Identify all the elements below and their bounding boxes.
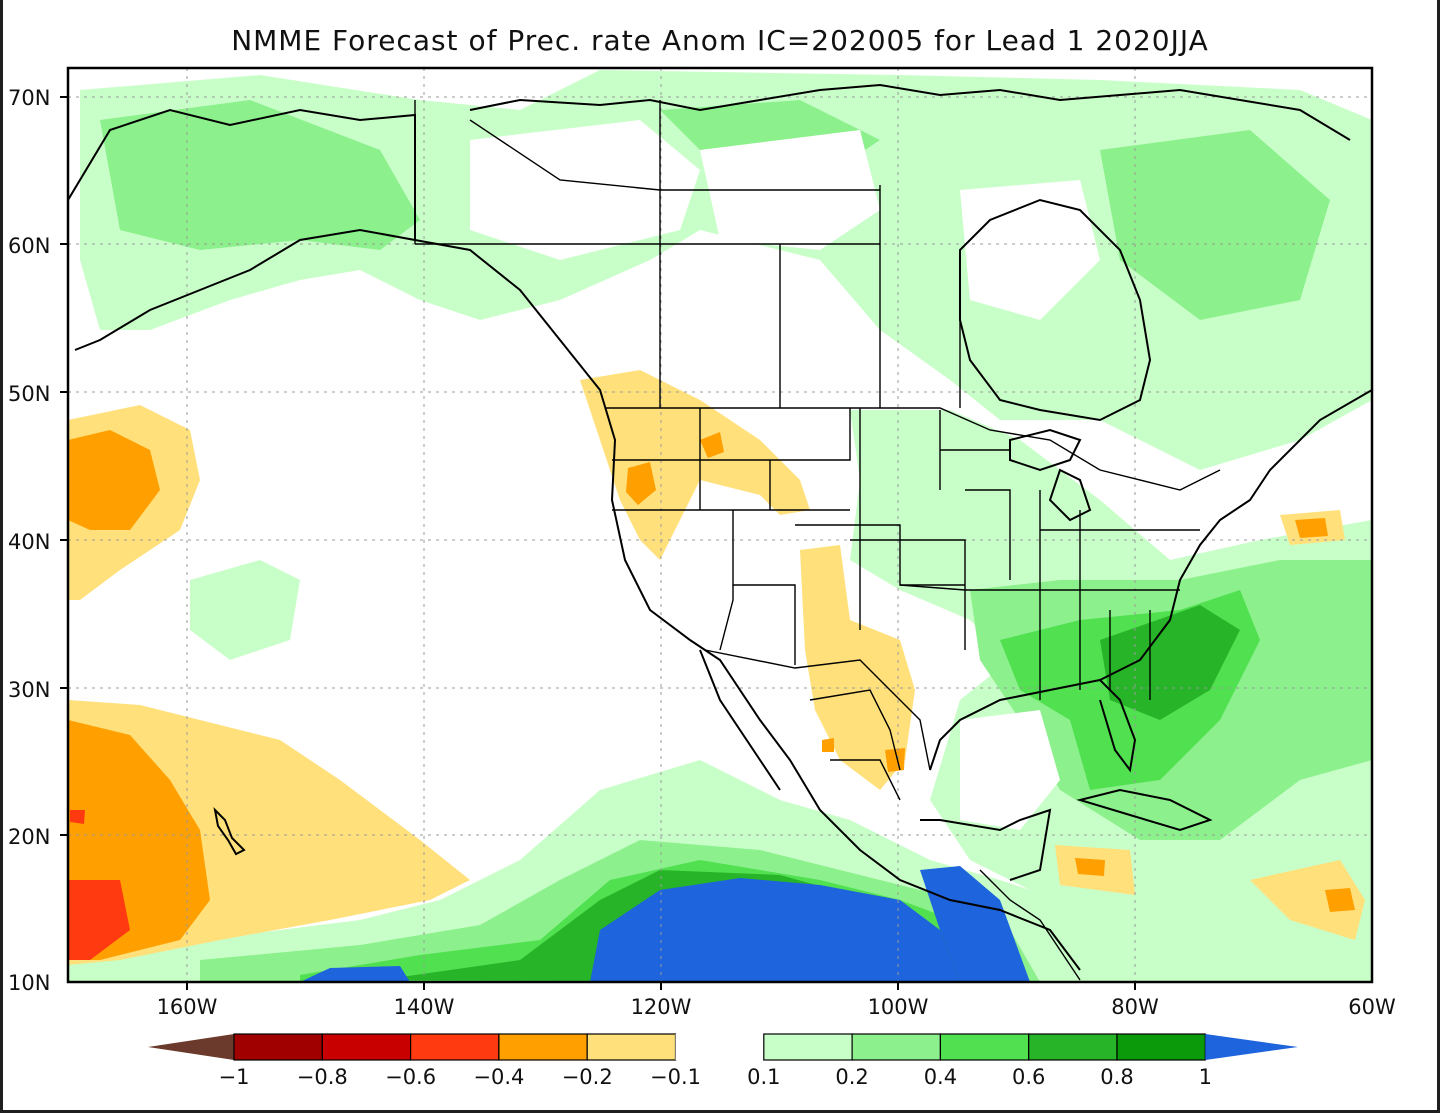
lat-label: 20N [8, 825, 50, 849]
lon-label: 140W [394, 995, 455, 1019]
very-wet-anomaly-pacific [590, 878, 960, 982]
colorbar-min-arrow [148, 1034, 234, 1060]
colorbar-label: −0.2 [562, 1065, 613, 1089]
colorbar-swatch [939, 1033, 1030, 1061]
colorbar-swatch [1028, 1033, 1118, 1061]
lat-label: 70N [8, 86, 50, 110]
colorbar-label: −0.8 [297, 1065, 348, 1089]
colorbar-label: 0.1 [747, 1065, 780, 1089]
lat-label: 40N [8, 530, 50, 554]
plot-frame [66, 66, 1374, 984]
wet-anomaly-alaska [80, 70, 1372, 470]
colorbar-swatch [321, 1033, 412, 1061]
colorbar-label: −0.4 [473, 1065, 524, 1089]
colorbar-label: 0.6 [1012, 1065, 1045, 1089]
colorbar-label: −0.1 [650, 1065, 701, 1089]
wet-anomaly-alaska-mod [100, 100, 420, 250]
latitude-labels: 70N 60N 50N 40N 30N 20N 10N [8, 86, 50, 995]
dry-anomaly-nw-us-mod [626, 462, 656, 505]
colorbar-swatch [763, 1033, 853, 1061]
dry-anomaly-mexico [800, 545, 915, 790]
colorbar-swatch [498, 1033, 588, 1061]
colorbar: −1 −0.8 −0.6 −0.4 −0.2 −0.1 0.1 0.2 0.4 0.6 0.8 1 [148, 1033, 1298, 1089]
anomaly-field [68, 68, 1372, 982]
lat-label: 60N [8, 234, 50, 258]
figure-title: NMME Forecast of Prec. rate Anom IC=2020… [231, 24, 1209, 57]
colorbar-label: 0.2 [835, 1065, 868, 1089]
lat-label: 10N [8, 971, 50, 995]
colorbar-swatch [675, 1034, 764, 1060]
colorbar-max-arrow [1205, 1034, 1298, 1060]
colorbar-label: −1 [219, 1065, 250, 1089]
colorbar-label: 1 [1199, 1065, 1212, 1089]
colorbar-label: 0.4 [924, 1065, 957, 1089]
lon-label: 120W [631, 995, 692, 1019]
lon-label: 160W [157, 995, 218, 1019]
colorbar-label: −0.6 [385, 1065, 436, 1089]
lat-label: 50N [8, 382, 50, 406]
wet-anomaly-southeast-stronger [1100, 605, 1240, 720]
colorbar-swatch [233, 1033, 323, 1061]
political-borders [414, 100, 1221, 981]
longitude-labels: 160W 140W 120W 100W 80W 60W [157, 995, 1396, 1019]
colorbar-label: 0.8 [1100, 1065, 1133, 1089]
wet-anomaly-quebec-mod [1100, 130, 1330, 320]
lon-label: 60W [1348, 995, 1396, 1019]
colorbar-swatch [851, 1033, 941, 1061]
colorbar-swatch [410, 1033, 500, 1061]
dry-anomaly-nw-us [580, 370, 810, 560]
colorbar-swatch [586, 1033, 677, 1061]
lat-label: 30N [8, 678, 50, 702]
lon-label: 100W [868, 995, 929, 1019]
colorbar-swatch [1116, 1033, 1206, 1061]
lon-label: 80W [1111, 995, 1159, 1019]
axis-ticks [60, 96, 1136, 990]
